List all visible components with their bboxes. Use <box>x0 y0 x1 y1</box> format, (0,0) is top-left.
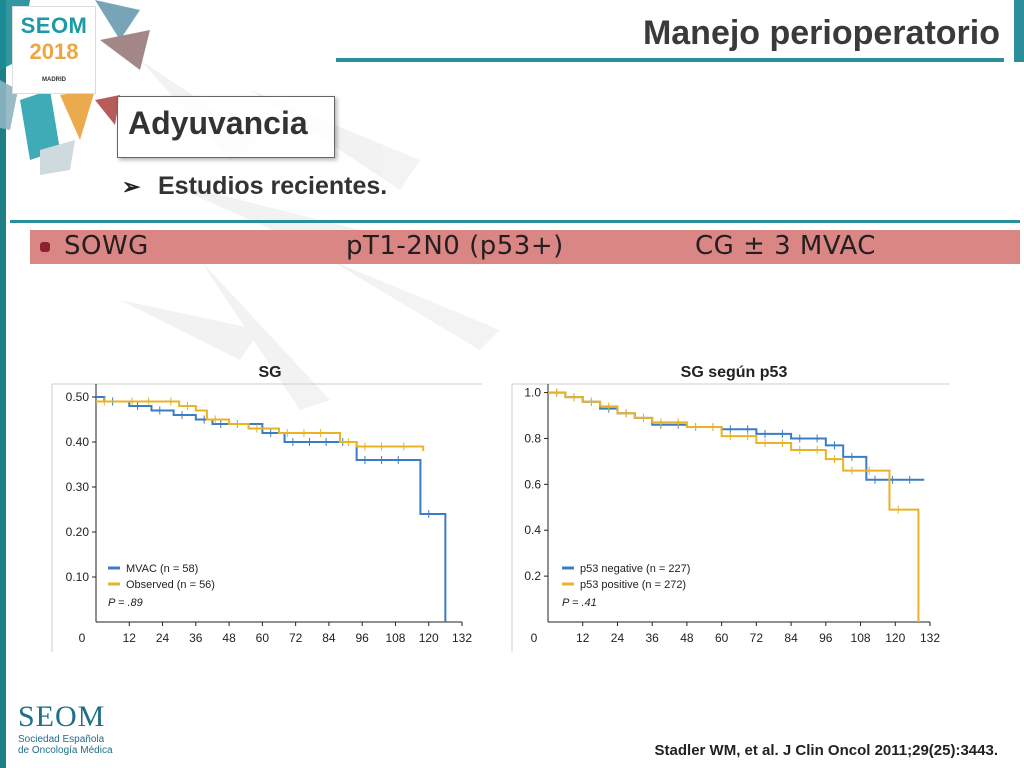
x-tick-label: 48 <box>680 631 694 645</box>
citation: Stadler WM, et al. J Clin Oncol 2011;29(… <box>654 742 998 759</box>
series-line-b <box>548 391 920 622</box>
section-heading-box: Adyuvancia <box>117 96 335 158</box>
x-tick-label: 132 <box>452 631 472 645</box>
seom-2018-logo: SEOM 2018 MADRID <box>12 6 96 94</box>
x-tick-label: 84 <box>784 631 798 645</box>
x-tick-label: 24 <box>611 631 625 645</box>
p-value-label: P = .41 <box>562 597 597 609</box>
left-accent-strip <box>0 0 6 768</box>
legend-label: Observed (n = 56) <box>126 579 215 591</box>
x-tick-label: 96 <box>819 631 833 645</box>
y-tick-label: 0.40 <box>66 435 90 449</box>
x-tick-label: 132 <box>920 631 940 645</box>
x-tick-label: 96 <box>356 631 370 645</box>
p-value-label: P = .89 <box>108 597 143 609</box>
title-underline <box>336 58 1004 62</box>
banner-stage: pT1-2N0 (p53+) <box>346 231 564 261</box>
x-tick-label: 108 <box>851 631 871 645</box>
footer-logo-line1: Sociedad Española <box>18 734 105 745</box>
x-tick-label: 72 <box>289 631 303 645</box>
x-tick-label: 36 <box>189 631 203 645</box>
page-title: Manejo perioperatorio <box>642 14 1000 52</box>
chart-sg: SG 0 12 24 36 48 60 72 84 96 108 120 132 0.10 0.20 0.30… <box>51 364 482 652</box>
logo-city-text: MADRID <box>42 77 66 83</box>
study-banner <box>30 230 1020 264</box>
y-tick-label: 0.4 <box>524 523 541 537</box>
banner-divider <box>10 220 1020 223</box>
logo-year-text: 2018 <box>29 39 79 64</box>
logo-seom-text: SEOM <box>20 13 88 38</box>
x-tick-label: 12 <box>123 631 137 645</box>
seom-footer-logo: SEOM Sociedad Española de Oncología Médi… <box>18 700 113 756</box>
bullet-text: Estudios recientes. <box>158 172 388 200</box>
x-tick-label: 60 <box>715 631 729 645</box>
chart-title: SG según p53 <box>681 364 788 381</box>
y-tick-label: 0.6 <box>524 477 541 491</box>
legend-label: MVAC (n = 58) <box>126 563 198 575</box>
banner-treatment: CG ± 3 MVAC <box>695 231 876 261</box>
chart-title: SG <box>258 364 281 381</box>
x-tick-label: 108 <box>385 631 405 645</box>
x-tick-label: 48 <box>222 631 236 645</box>
x-tick-label: 0 <box>79 631 86 645</box>
banner-bullet-icon <box>40 242 50 252</box>
x-tick-label: 120 <box>885 631 905 645</box>
x-tick-label: 24 <box>156 631 170 645</box>
y-tick-label: 0.20 <box>66 525 90 539</box>
legend-label: p53 positive (n = 272) <box>580 579 686 591</box>
y-tick-label: 0.50 <box>66 390 90 404</box>
x-tick-label: 12 <box>576 631 590 645</box>
y-tick-label: 0.10 <box>66 570 90 584</box>
chart-sg-p53: SG según p53 0 12 24 36 48 60 72 84 96 108 120 132 0.… <box>511 364 950 652</box>
x-tick-label: 0 <box>531 631 538 645</box>
y-tick-label: 0.8 <box>524 431 541 445</box>
x-tick-label: 60 <box>256 631 270 645</box>
footer-logo-line2: de Oncología Médica <box>18 745 113 756</box>
x-tick-label: 72 <box>750 631 764 645</box>
section-heading: Adyuvancia <box>128 105 308 141</box>
right-accent-strip <box>1014 0 1024 62</box>
series-line-b <box>96 400 425 451</box>
x-tick-label: 36 <box>646 631 660 645</box>
y-tick-label: 1.0 <box>524 386 541 400</box>
footer-logo-name: SEOM <box>18 700 106 733</box>
y-tick-label: 0.2 <box>524 569 541 583</box>
banner-study: SOWG <box>64 231 149 261</box>
x-tick-label: 120 <box>419 631 439 645</box>
bullet-arrow-icon: ➢ <box>122 174 141 199</box>
y-tick-label: 0.30 <box>66 480 90 494</box>
legend-label: p53 negative (n = 227) <box>580 563 690 575</box>
x-tick-label: 84 <box>322 631 336 645</box>
